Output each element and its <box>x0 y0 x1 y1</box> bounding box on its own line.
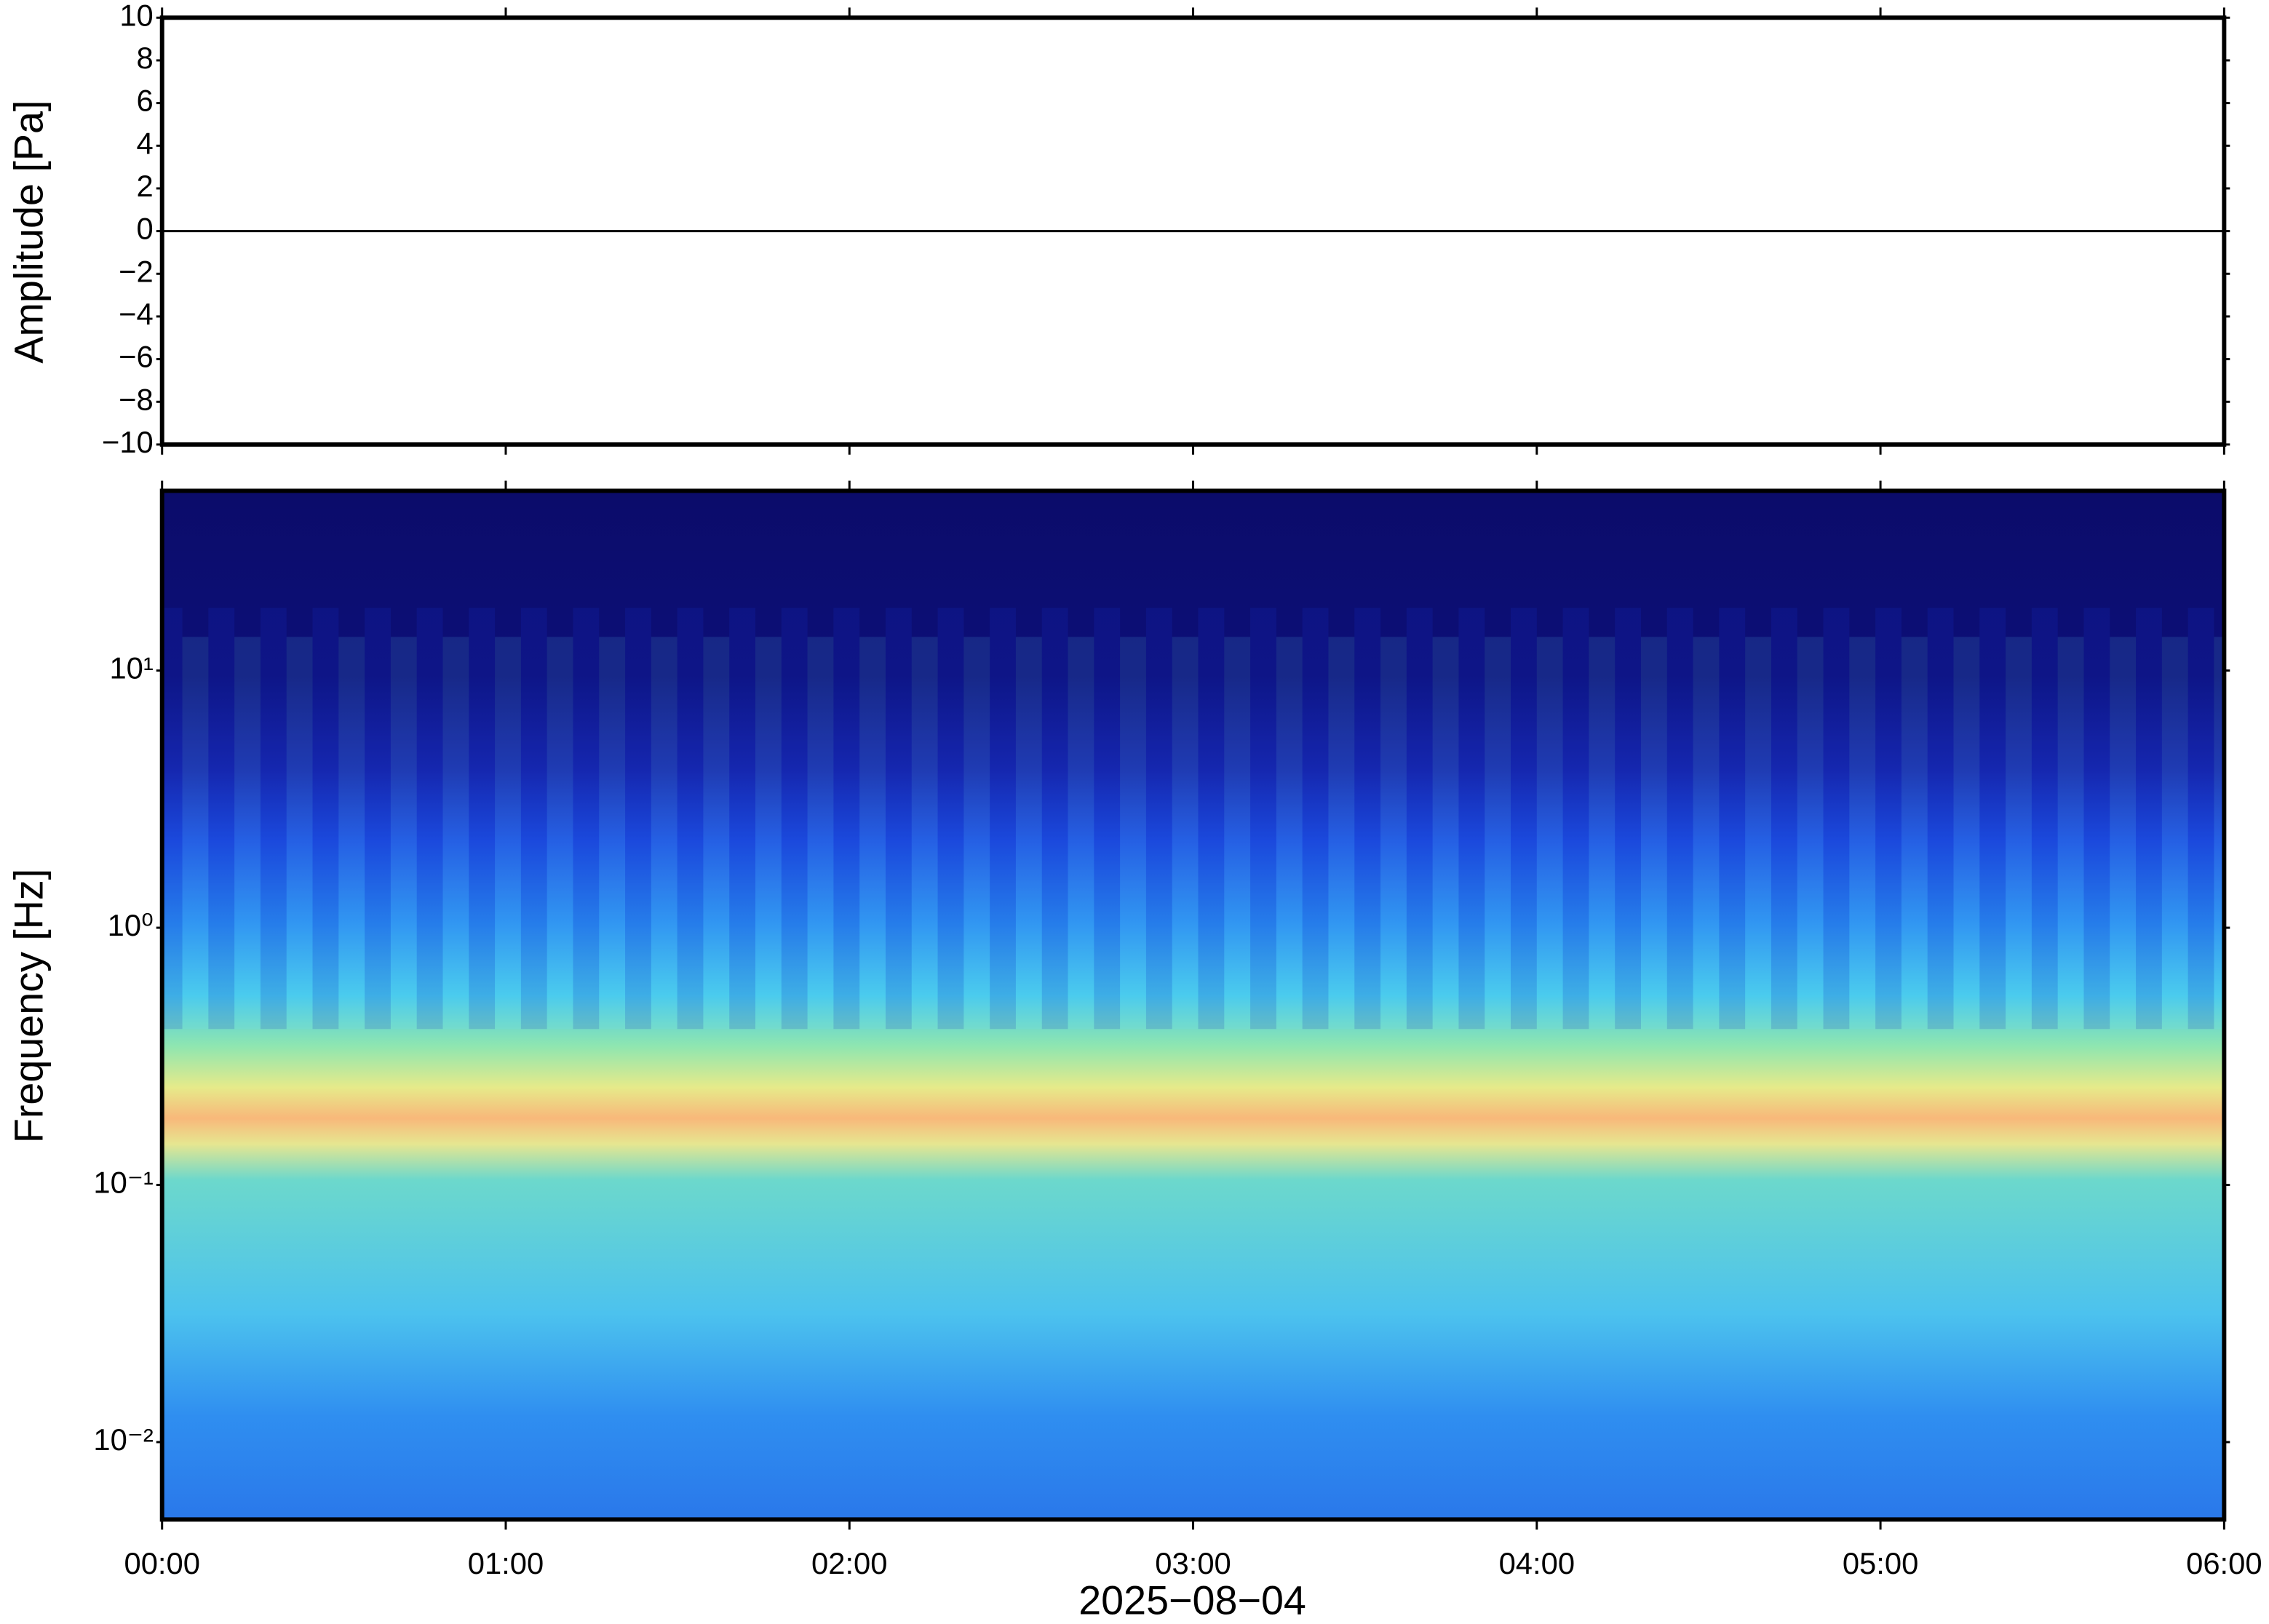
y-tick-label: 10¹ <box>109 651 153 685</box>
y-tick-label: −10 <box>102 425 154 459</box>
spectrogram-texture <box>162 490 2225 1520</box>
x-tick-label: 03:00 <box>1155 1546 1231 1580</box>
x-tick-label: 05:00 <box>1843 1546 1918 1580</box>
y-axis-label: Amplitude [Pa] <box>6 100 51 364</box>
plot-frame <box>159 488 2227 1522</box>
x-axis-label: 2025−08−04 <box>1078 1577 1306 1623</box>
y-tick-label: −8 <box>119 382 154 416</box>
y-tick-label: 10⁻² <box>93 1422 153 1457</box>
x-tick-label: 06:00 <box>2186 1546 2262 1580</box>
y-tick-label: −6 <box>119 340 154 374</box>
y-tick-label: 8 <box>137 41 154 75</box>
x-tick-label: 01:00 <box>468 1546 544 1580</box>
y-tick-label: 0 <box>137 212 154 246</box>
x-tick-label: 00:00 <box>124 1546 199 1580</box>
plot-frame <box>159 15 2227 447</box>
y-tick-label: 4 <box>137 126 154 160</box>
y-tick-label: 6 <box>137 84 154 118</box>
y-tick-label: 10 <box>119 0 153 32</box>
y-axis-label: Frequency [Hz] <box>6 869 51 1143</box>
y-tick-label: 10⁻¹ <box>93 1166 153 1200</box>
y-tick-label: −4 <box>119 297 154 331</box>
x-tick-label: 02:00 <box>811 1546 887 1580</box>
y-tick-label: 2 <box>137 169 154 203</box>
y-tick-label: −2 <box>119 254 154 288</box>
x-tick-label: 04:00 <box>1499 1546 1575 1580</box>
y-tick-label: 10⁰ <box>108 908 154 942</box>
